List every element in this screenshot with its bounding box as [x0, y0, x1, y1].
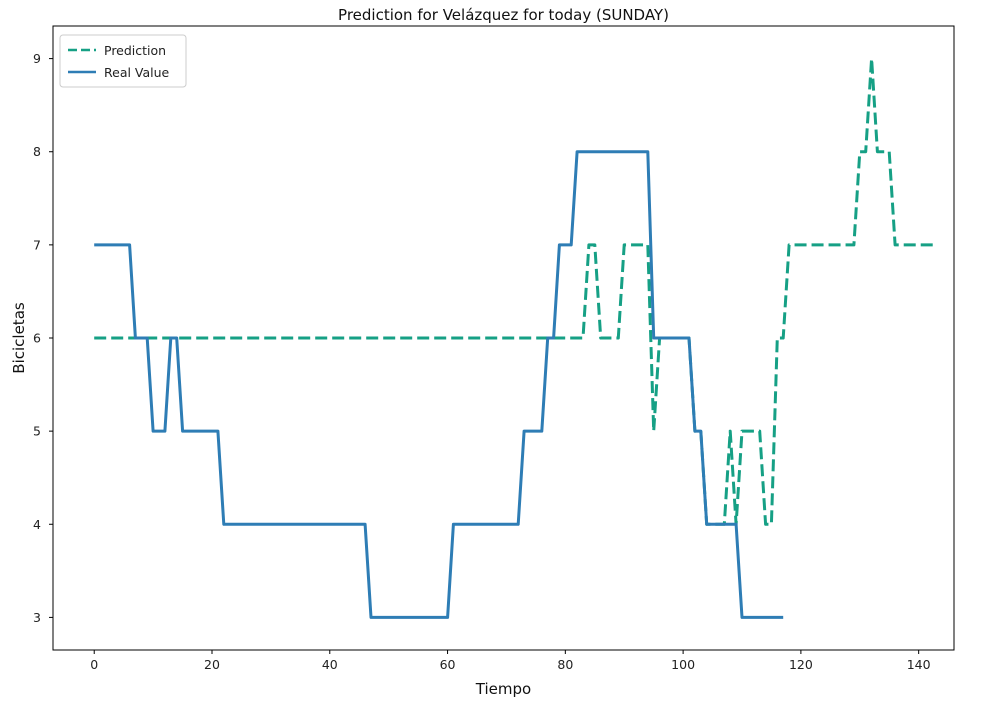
axis-ticks: 0 20 40 60 80 100 120 140 3 4 5 6 7 8 9: [33, 51, 931, 672]
legend-label-real-value: Real Value: [104, 65, 170, 80]
x-tick-label: 40: [322, 657, 338, 672]
series-line-prediction: [94, 57, 937, 526]
y-tick-label: 4: [33, 517, 41, 532]
chart-title: Prediction for Velázquez for today (SUND…: [338, 6, 669, 24]
x-tick-label: 20: [204, 657, 220, 672]
x-tick-label: 80: [557, 657, 573, 672]
legend-label-prediction: Prediction: [104, 43, 166, 58]
y-tick-label: 5: [33, 424, 41, 439]
y-tick-label: 7: [33, 237, 41, 252]
y-tick-label: 8: [33, 144, 41, 159]
x-tick-label: 0: [90, 657, 98, 672]
x-tick-label: 100: [671, 657, 695, 672]
y-tick-label: 3: [33, 610, 41, 625]
x-axis-label: Tiempo: [475, 680, 531, 698]
y-axis-label: Bicicletas: [10, 302, 28, 374]
legend: Prediction Real Value: [59, 34, 187, 88]
x-tick-label: 60: [440, 657, 456, 672]
series-line-real-value: [94, 150, 784, 619]
x-tick-label: 120: [789, 657, 813, 672]
y-tick-label: 6: [33, 331, 41, 346]
y-tick-label: 9: [33, 51, 41, 66]
x-tick-label: 140: [907, 657, 931, 672]
series-lines: [94, 57, 937, 619]
legend-box: [59, 34, 187, 88]
